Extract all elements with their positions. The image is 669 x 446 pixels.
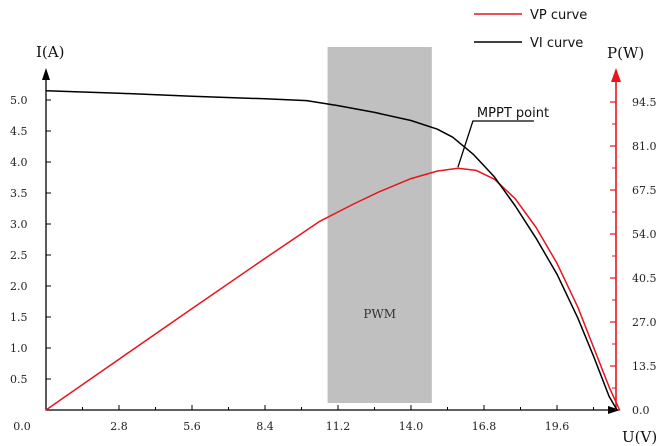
x-tick-label: 5.6 xyxy=(183,420,201,433)
y-left-tick-label: 4.0 xyxy=(10,156,28,169)
legend-label: VP curve xyxy=(530,8,587,23)
y-left-tick-label: 2.0 xyxy=(10,280,28,293)
y-axis-right-arrow xyxy=(611,68,621,82)
y-left-tick-label: 1.0 xyxy=(10,342,28,355)
y-left-tick-label: 0.5 xyxy=(10,373,28,386)
x-tick-label: 2.8 xyxy=(110,420,128,433)
y-axis-right-title: P(W) xyxy=(607,44,644,62)
x-tick-label: 11.2 xyxy=(326,420,351,433)
x-tick-label: 16.8 xyxy=(472,420,497,433)
y-right-tick-label: 0.0 xyxy=(632,404,650,417)
mppt-point-label: MPPT point xyxy=(477,106,549,121)
legend-label: VI curve xyxy=(530,36,583,51)
y-right-tick-label: 13.5 xyxy=(632,360,657,373)
y-axis-left-title: I(A) xyxy=(36,43,64,61)
y-right-tick-label: 67.5 xyxy=(632,184,657,197)
y-left-tick-label: 4.5 xyxy=(10,125,28,138)
x-axis-arrow xyxy=(608,406,620,414)
y-left-tick-label: 3.0 xyxy=(10,218,28,231)
y-axis-left-arrow xyxy=(42,68,50,80)
vp-curve-line xyxy=(45,167,621,411)
pwm-band xyxy=(327,47,432,403)
y-left-tick-label: 3.5 xyxy=(10,187,28,200)
y-right-tick-label: 81.0 xyxy=(632,140,657,153)
y-right-tick-label: 27.0 xyxy=(632,316,657,329)
x-tick-label: 14.0 xyxy=(399,420,424,433)
y-left-tick-label: 5.0 xyxy=(10,94,28,107)
y-left-tick-label: 2.5 xyxy=(10,249,28,262)
x-tick-label: 8.4 xyxy=(256,420,274,433)
x-tick-label: 0.0 xyxy=(13,420,31,433)
y-right-tick-label: 94.5 xyxy=(632,96,657,109)
y-right-tick-label: 40.5 xyxy=(632,272,657,285)
y-right-tick-label: 54.0 xyxy=(632,228,657,241)
x-tick-label: 19.6 xyxy=(545,420,570,433)
pwm-band-label: PWM xyxy=(363,307,396,321)
vi-curve-line xyxy=(45,89,618,411)
x-axis-title: U(V) xyxy=(622,428,657,446)
y-left-tick-label: 1.5 xyxy=(10,311,28,324)
mppt-leader-line xyxy=(457,120,534,168)
